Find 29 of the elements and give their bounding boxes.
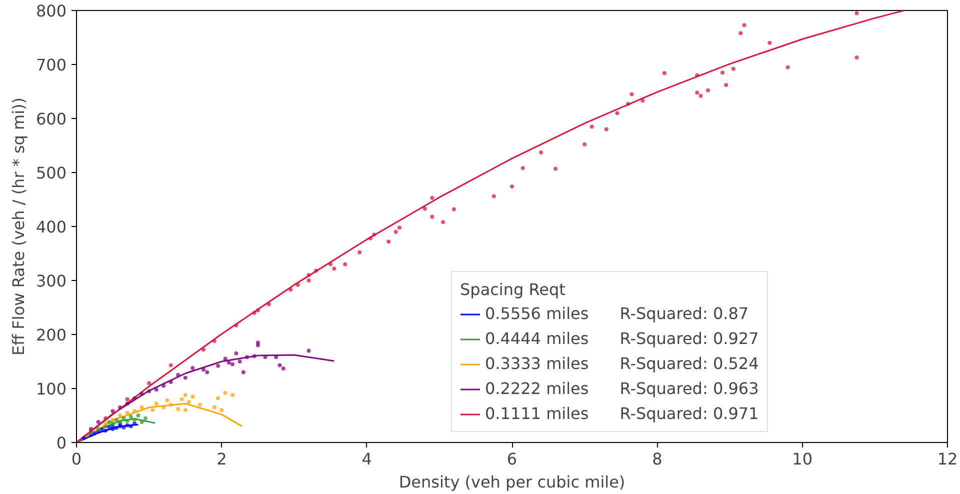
legend-label: 0.4444 miles <box>485 329 589 348</box>
y-tick-label: 600 <box>36 110 67 128</box>
x-tick-label: 8 <box>652 450 662 468</box>
y-tick-label: 800 <box>36 2 67 20</box>
legend-label: 0.5556 miles <box>485 304 589 323</box>
annotation: R-Squared: 0.927 <box>620 329 759 348</box>
annotation: R-Squared: 0.87 <box>620 304 749 323</box>
x-tick-label: 2 <box>216 450 227 468</box>
y-tick-label: 200 <box>36 326 67 344</box>
legend-label: 0.3333 miles <box>485 354 589 373</box>
x-tick-label: 6 <box>506 450 518 468</box>
y-tick-label: 700 <box>36 56 67 74</box>
x-tick-label: 10 <box>792 450 813 468</box>
legend-label: 0.2222 miles <box>485 379 589 398</box>
annotation: R-Squared: 0.524 <box>620 354 759 373</box>
x-tick-label: 12 <box>937 450 958 468</box>
y-tick-label: 400 <box>36 218 67 236</box>
x-tick-label: 4 <box>362 450 372 468</box>
annotation: R-Squared: 0.971 <box>620 404 759 423</box>
x-tick-label: 0 <box>71 450 82 468</box>
y-tick-label: 500 <box>36 164 67 182</box>
legend-title: Spacing Reqt <box>460 280 566 299</box>
y-tick-label: 0 <box>56 434 67 452</box>
annotation: R-Squared: 0.963 <box>620 379 759 398</box>
legend-label: 0.1111 miles <box>485 404 589 423</box>
y-axis-title: Eff Flow Rate (veh / (hr * sq mi)) <box>8 97 28 356</box>
y-tick-label: 100 <box>36 380 67 398</box>
y-tick-label: 300 <box>36 272 67 290</box>
x-axis-title: Density (veh per cubic mile) <box>398 472 626 492</box>
